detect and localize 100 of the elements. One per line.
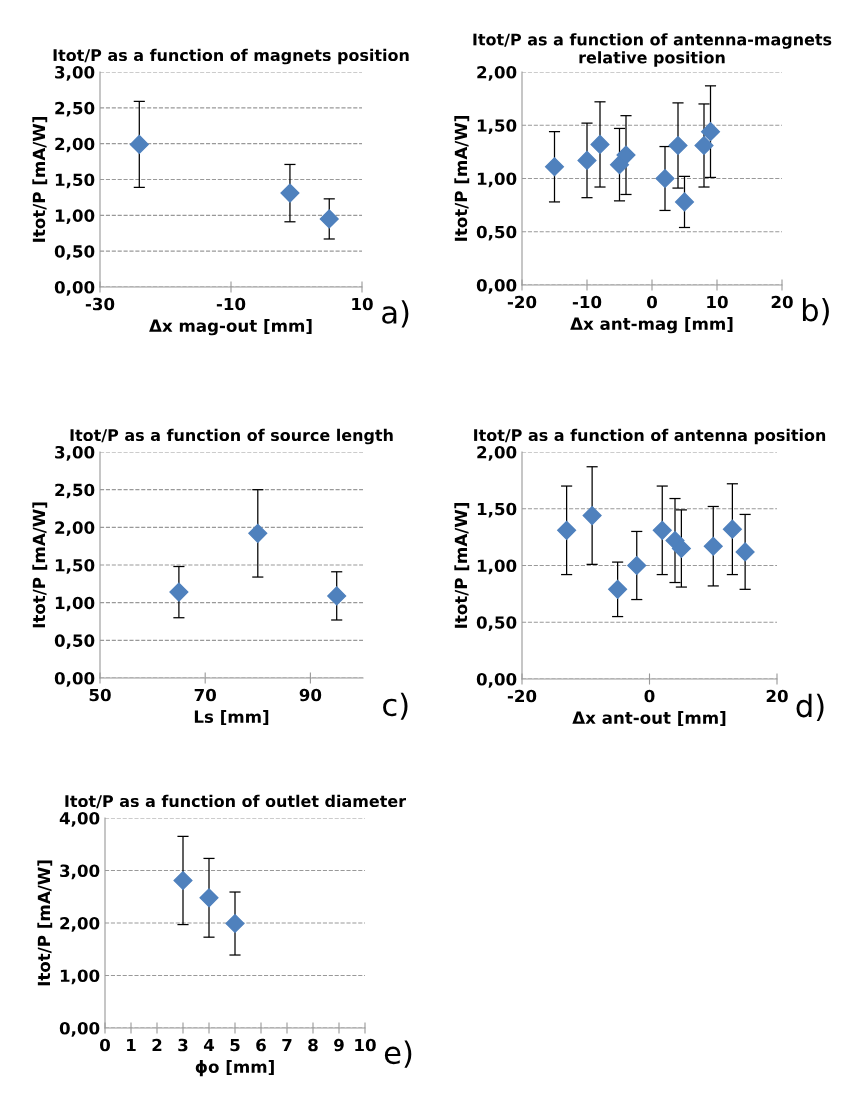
x-tick-label: 70 [194,688,216,702]
text: b) [802,297,829,326]
x-tick-label: -20 [507,295,537,309]
point [169,582,189,602]
x-tick-label: 10 [352,297,373,311]
x-tick-label: -20 [507,689,537,703]
y-tick-label: 0,50 [54,634,95,650]
x-tick-label: 50 [89,688,111,702]
x-tick-label: 10 [707,295,728,309]
point [703,536,723,556]
x-tick-label: 7 [282,1038,292,1052]
y-tick-label: 1,50 [55,558,95,574]
x-tick-label: -10 [216,297,246,311]
y-tick-label: 1,50 [477,119,517,134]
point [225,913,245,934]
point [674,192,695,212]
point [722,519,742,539]
point [668,135,688,156]
chart-title: Itot/P as a function of antenna position [474,428,826,445]
point [248,523,268,543]
y-tick-label: 2,00 [477,65,517,81]
y-tick-label: 0,50 [476,225,517,241]
point [627,555,647,576]
y-tick-label: 1,00 [477,559,517,575]
x-axis-title: ϕo [mm] [195,1060,274,1077]
x-axis-title: Δx ant-mag [mm] [570,317,733,334]
x-axis-title: Ls [mm] [194,710,269,725]
y-tick-label: 2,00 [477,445,517,461]
point [577,150,597,170]
point [544,157,565,177]
y-tick-label: 1,00 [55,209,95,225]
x-tick-label: 3 [178,1038,188,1052]
chart-title: Itot/P as a function of outlet diameter [65,794,407,809]
point [694,135,714,156]
x-tick-label: 6 [256,1038,266,1052]
y-tick-label: 1,50 [55,173,95,189]
x-tick-label: 8 [308,1038,318,1052]
point [557,520,577,540]
y-axis-title: Itot/P [mA/W] [32,502,48,628]
y-tick-label: 3,00 [60,864,100,880]
point [582,506,602,526]
text: d) [796,693,824,721]
x-tick-label: 20 [771,295,793,309]
x-tick-label: -30 [85,297,115,311]
y-tick-label: 1,00 [477,172,517,188]
point [173,870,193,891]
y-tick-label: 0,50 [54,245,95,260]
y-tick-label: 2,50 [55,483,95,499]
chart-title: Itot/P as a function of magnets position [53,48,409,65]
x-tick-label: 90 [299,688,322,702]
point [700,122,721,142]
point [199,888,219,908]
x-tick-label: 2 [152,1038,162,1052]
point [319,209,339,229]
y-tick-label: 0,00 [476,672,517,688]
y-tick-label: 1,50 [477,502,517,518]
x-tick-label: 10 [355,1038,376,1052]
x-axis-title: Δx ant-out [mm] [572,711,726,726]
y-tick-label: 3,00 [55,65,95,81]
y-tick-label: 0,00 [476,278,517,294]
y-tick-label: 3,00 [55,445,95,461]
point [652,520,672,540]
x-tick-label: 4 [203,1038,215,1052]
point [129,134,149,154]
point [616,145,636,165]
x-tick-label: 0 [100,1038,110,1052]
x-tick-label: 0 [644,689,655,703]
chart-title: Itot/P as a function of antenna-magnets relative position [473,33,832,67]
text: a) [382,300,409,328]
x-tick-label: -10 [572,295,602,309]
point [671,538,691,559]
y-tick-label: 2,50 [55,101,95,117]
y-tick-label: 1,00 [55,596,95,612]
point [280,183,300,203]
y-axis-title: Itot/P [mA/W] [454,503,470,628]
x-tick-label: 20 [766,689,788,703]
y-axis-title: Itot/P [mA/W] [454,116,470,241]
x-tick-label: 9 [334,1038,344,1052]
point [327,586,347,606]
point [608,579,628,599]
y-tick-label: 2,00 [55,521,95,537]
point [655,168,675,189]
y-tick-label: 4,00 [59,811,100,827]
y-tick-label: 0,00 [59,1021,100,1037]
text: c) [383,692,408,720]
point [590,134,610,154]
y-axis-title: Itot/P [mA/W] [37,860,53,986]
x-tick-label: 0 [647,295,657,309]
y-tick-label: 1,00 [60,969,100,985]
y-tick-label: 0,50 [476,616,517,631]
y-tick-label: 0,00 [54,280,95,296]
x-tick-label: 1 [127,1038,136,1052]
y-tick-label: 0,00 [54,671,95,687]
text: e) [384,1040,412,1068]
y-tick-label: 2,00 [60,916,100,932]
point [735,542,755,562]
y-tick-label: 2,00 [55,137,95,153]
x-axis-title: Δx mag-out [mm] [149,319,312,336]
y-axis-title: Itot/P [mA/W] [32,117,48,242]
x-tick-label: 5 [230,1038,240,1052]
